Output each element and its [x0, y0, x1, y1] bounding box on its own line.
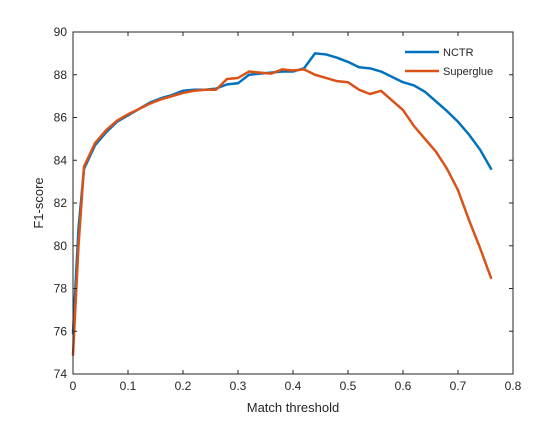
plot-area-background — [73, 32, 513, 374]
y-tick-label: 78 — [54, 282, 68, 296]
x-tick-label: 0.7 — [450, 379, 467, 393]
x-tick-label: 0.8 — [505, 379, 522, 393]
y-tick-label: 90 — [54, 25, 68, 39]
series-layer — [71, 52, 493, 357]
x-tick-label: 0.1 — [120, 379, 137, 393]
x-tick-label: 0.4 — [285, 379, 302, 393]
plot-area-frame — [72, 31, 514, 375]
y-axis-title: F1-score — [31, 177, 46, 228]
series-line-superglue — [71, 68, 493, 357]
ticks-layer: 0 0.1 0.2 0.3 0.4 0.5 0.6 0.7 0.8 74 76 78 80 82 84 86 8… — [54, 25, 522, 393]
x-tick-label: 0.5 — [340, 379, 357, 393]
y-tick-label: 80 — [54, 239, 68, 253]
legend-label-nctr: NCTR — [443, 47, 474, 59]
x-tick-label: 0 — [70, 379, 77, 393]
x-axis-title: Match threshold — [247, 400, 340, 415]
y-tick-label: 88 — [54, 68, 68, 82]
x-tick-label: 0.2 — [175, 379, 192, 393]
y-tick-label: 74 — [54, 367, 68, 381]
legend: NCTR Superglue — [405, 47, 493, 78]
y-tick-label: 84 — [54, 153, 68, 167]
y-tick-label: 86 — [54, 111, 68, 125]
x-tick-label: 0.3 — [230, 379, 247, 393]
x-tick-label: 0.6 — [395, 379, 412, 393]
legend-label-superglue: Superglue — [443, 66, 493, 78]
y-tick-label: 82 — [54, 196, 68, 210]
y-tick-label: 76 — [54, 324, 68, 338]
